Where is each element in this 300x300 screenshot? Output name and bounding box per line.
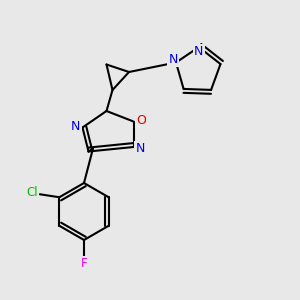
Text: O: O — [136, 113, 146, 127]
Text: N: N — [135, 142, 145, 155]
Text: N: N — [194, 45, 203, 58]
Text: F: F — [81, 256, 87, 270]
Text: N: N — [71, 119, 81, 133]
Text: N: N — [168, 53, 178, 66]
Text: Cl: Cl — [26, 186, 38, 199]
